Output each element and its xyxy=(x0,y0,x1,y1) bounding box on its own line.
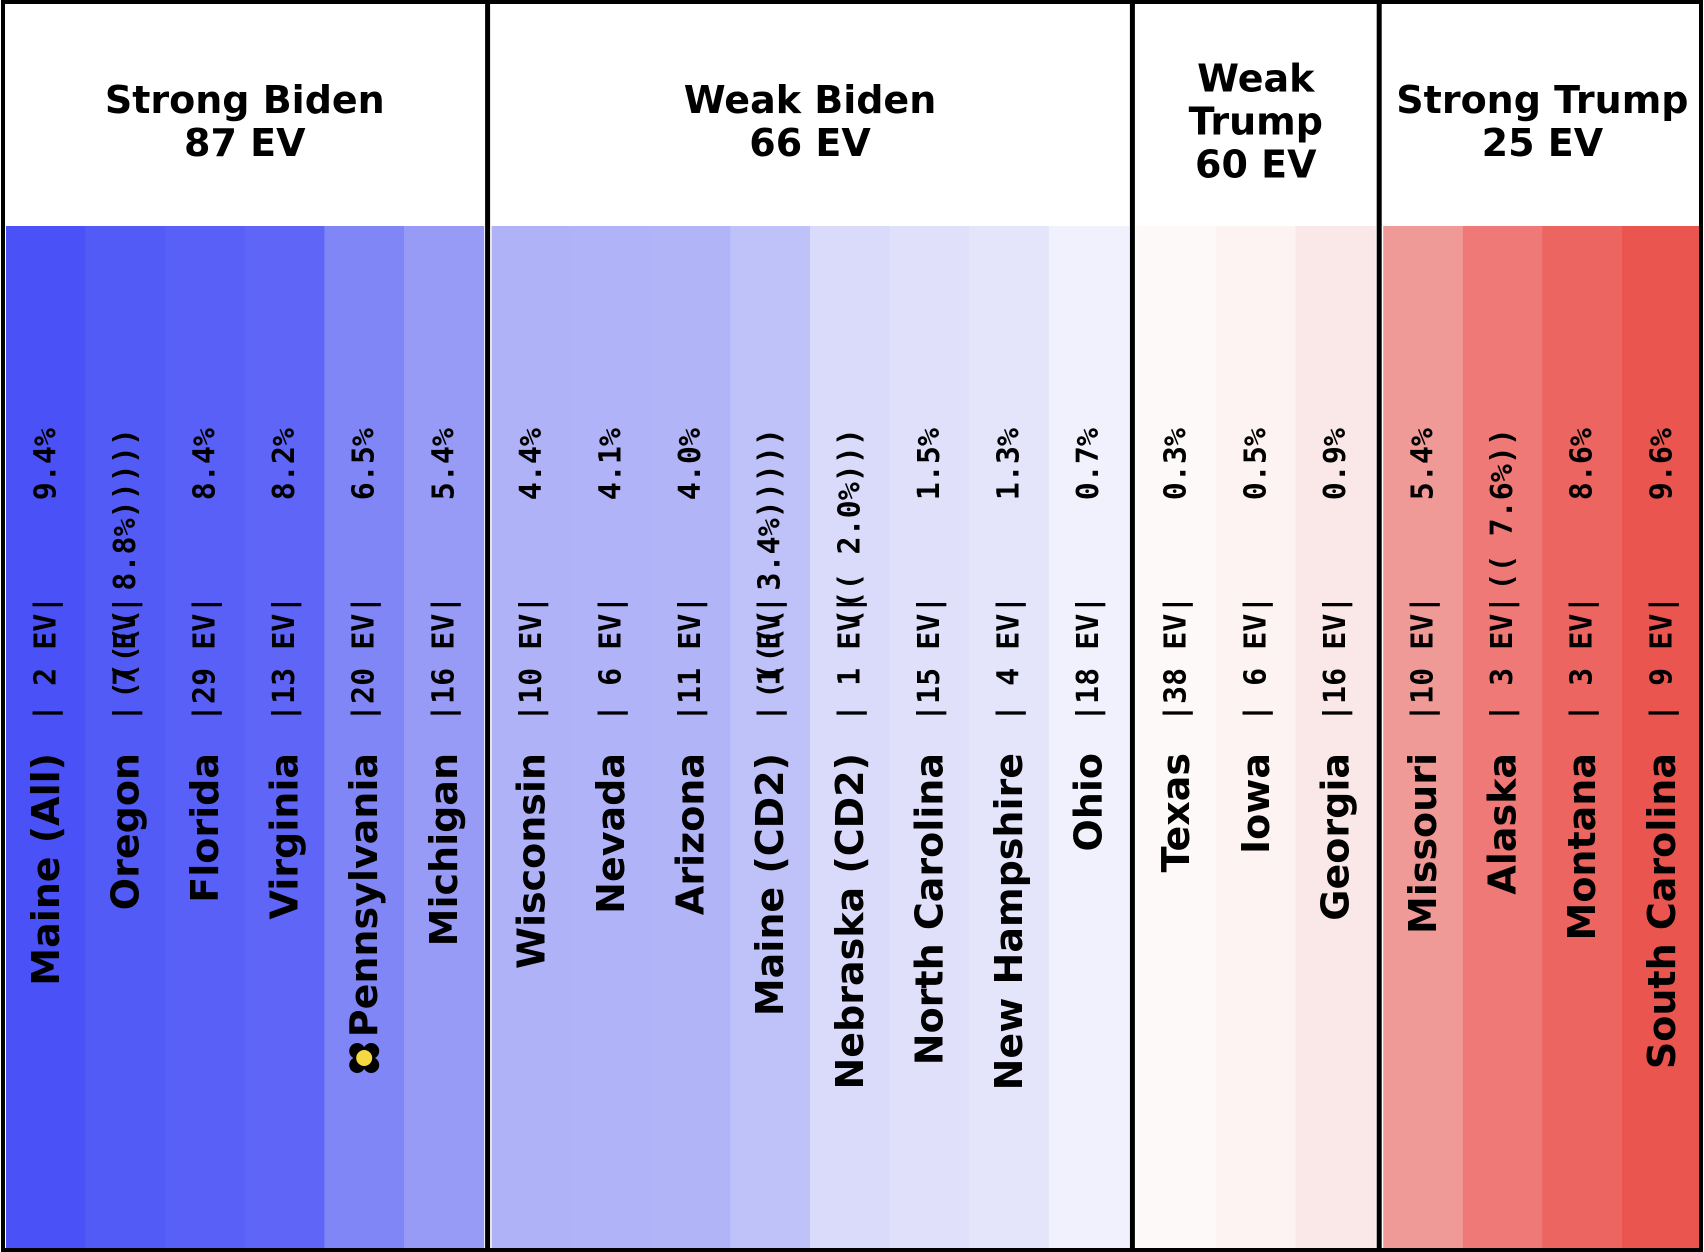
state-name: Arizona xyxy=(669,753,713,915)
state-column xyxy=(1216,226,1297,1248)
state-column xyxy=(404,226,485,1248)
state-ev: | 6 EV| xyxy=(594,596,629,722)
state-ev: |13 EV| xyxy=(267,596,302,722)
state-column xyxy=(6,226,87,1248)
state-ev: | 9 EV| xyxy=(1644,596,1679,722)
state-column xyxy=(491,226,572,1248)
state-margin: 1.5% xyxy=(912,428,947,500)
state-name: Georgia xyxy=(1313,753,1357,921)
state-name: North Carolina xyxy=(907,753,951,1065)
state-ev: | 2 EV| xyxy=(28,596,63,722)
state-ev: |38 EV| xyxy=(1159,596,1194,722)
state-name: Virginia xyxy=(263,753,307,919)
state-column xyxy=(889,226,970,1248)
group-title: Weak Trump 60 EV xyxy=(1189,57,1323,187)
state-ev: | 7 EV| xyxy=(108,596,143,722)
state-column xyxy=(1136,226,1217,1248)
state-column xyxy=(165,226,246,1248)
state-margin: 1.3% xyxy=(992,428,1027,500)
state-margin: (( 7.6%)) xyxy=(1485,428,1520,591)
state-ev: | 6 EV| xyxy=(1238,596,1273,722)
state-ev: |16 EV| xyxy=(426,596,461,722)
state-ev: |20 EV| xyxy=(347,596,382,722)
state-name: Florida xyxy=(183,753,227,903)
state-margin: 5.4% xyxy=(426,428,461,500)
state-margin: 6.5% xyxy=(347,428,382,500)
state-name: Texas xyxy=(1154,753,1198,872)
state-column xyxy=(1295,226,1376,1248)
state-name: Missouri xyxy=(1401,753,1445,934)
state-name: Ohio xyxy=(1067,753,1111,852)
state-name: Alaska xyxy=(1481,753,1525,895)
state-column xyxy=(1542,226,1623,1248)
state-ev: |10 EV| xyxy=(1406,596,1441,722)
state-column xyxy=(244,226,325,1248)
state-name: South Carolina xyxy=(1640,753,1684,1069)
state-margin: 8.4% xyxy=(188,428,223,500)
state-ev: | 3 EV| xyxy=(1485,596,1520,722)
state-name: Nebraska (CD2) xyxy=(828,753,872,1090)
state-ev: |16 EV| xyxy=(1318,596,1353,722)
state-column xyxy=(650,226,731,1248)
state-name: Pennsylvania xyxy=(342,753,386,1037)
state-name: New Hampshire xyxy=(987,753,1031,1090)
state-margin: 4.0% xyxy=(673,428,708,500)
state-ev: |15 EV| xyxy=(912,596,947,722)
state-margin: 9.6% xyxy=(1644,428,1679,500)
state-ev: | 4 EV| xyxy=(992,596,1027,722)
state-ev: |29 EV| xyxy=(188,596,223,722)
state-column xyxy=(324,226,405,1248)
state-name: Maine (CD2) xyxy=(748,753,792,1016)
state-margin: ((((( 3.4%))))) xyxy=(753,428,788,699)
state-margin: 0.9% xyxy=(1318,428,1353,500)
state-margin: 9.4% xyxy=(28,428,63,500)
group-title: Strong Biden 87 EV xyxy=(105,78,385,165)
state-column xyxy=(1462,226,1543,1248)
state-name: Nevada xyxy=(589,753,633,914)
state-margin: ((( 2.0%))) xyxy=(832,428,867,627)
state-column xyxy=(969,226,1050,1248)
state-name: Montana xyxy=(1560,753,1604,940)
state-column xyxy=(571,226,652,1248)
group-title: Strong Trump 25 EV xyxy=(1396,78,1688,165)
state-name: Oregon xyxy=(103,753,147,910)
state-ev: |18 EV| xyxy=(1071,596,1106,722)
state-column xyxy=(85,226,166,1248)
state-name: Maine (All) xyxy=(24,753,68,986)
state-column xyxy=(1383,226,1464,1248)
state-margin: 5.4% xyxy=(1406,428,1441,500)
state-name: Michigan xyxy=(422,753,466,946)
state-ev: | 1 EV| xyxy=(832,596,867,722)
state-margin: ((((( 8.8%))))) xyxy=(108,428,143,699)
state-margin: 4.1% xyxy=(594,428,629,500)
state-column xyxy=(730,226,811,1248)
flower-icon xyxy=(349,1043,380,1073)
state-column xyxy=(1048,226,1129,1248)
state-ev: |10 EV| xyxy=(514,596,549,722)
state-margin: 0.7% xyxy=(1071,428,1106,500)
state-name: Wisconsin xyxy=(509,753,553,969)
state-margin: 0.3% xyxy=(1159,428,1194,500)
state-margin: 8.2% xyxy=(267,428,302,500)
state-ev: | 3 EV| xyxy=(1565,596,1600,722)
state-column xyxy=(1622,226,1703,1248)
state-margin: 4.4% xyxy=(514,428,549,500)
state-ev: | 1 EV| xyxy=(753,596,788,722)
state-margin: 8.6% xyxy=(1565,428,1600,500)
state-margin: 0.5% xyxy=(1238,428,1273,500)
state-column xyxy=(810,226,891,1248)
state-ev: |11 EV| xyxy=(673,596,708,722)
state-name: Iowa xyxy=(1234,753,1278,854)
group-title: Weak Biden 66 EV xyxy=(684,78,937,165)
